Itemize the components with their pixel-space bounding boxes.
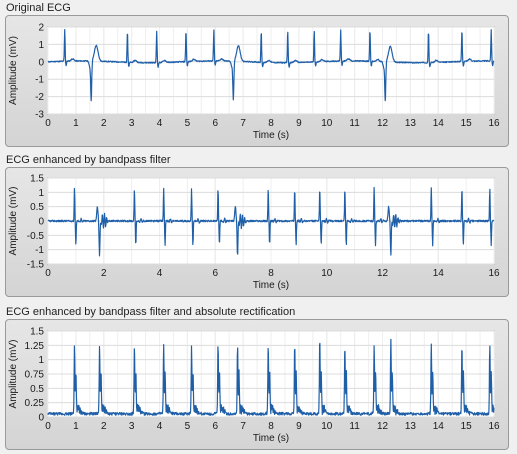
y-tick-label: 1.5 <box>30 327 44 338</box>
ecg-trace <box>47 338 495 416</box>
y-tick-label: 0.5 <box>30 202 44 213</box>
x-tick-label: 6 <box>212 118 218 129</box>
y-axis-label: Amplitude (mV) <box>8 340 19 409</box>
x-tick-label: 16 <box>488 421 500 432</box>
x-tick-label: 2 <box>101 421 107 432</box>
x-tick-label: 1 <box>73 118 79 129</box>
ecg-trace <box>47 29 495 102</box>
x-tick-label: 4 <box>157 118 163 129</box>
x-tick-label: 15 <box>461 421 473 432</box>
y-tick-label: 0.75 <box>25 370 45 381</box>
x-tick-label: 0 <box>45 421 51 432</box>
x-tick-label: 7 <box>240 421 246 432</box>
x-tick-label: 11 <box>349 421 360 432</box>
x-tick-label: 8 <box>268 421 274 432</box>
y-tick-label: 0.5 <box>30 384 44 395</box>
x-tick-label: 14 <box>433 421 445 432</box>
x-tick-label: 6 <box>212 268 218 279</box>
x-axis-label: Time (s) <box>253 280 289 291</box>
y-axis-label: Amplitude (mV) <box>8 36 19 105</box>
y-tick-label: 1 <box>38 355 44 366</box>
x-tick-label: 10 <box>321 421 333 432</box>
y-axis-label: Amplitude (mV) <box>8 187 19 256</box>
panel-title-rectified: ECG enhanced by bandpass filter and abso… <box>6 306 296 318</box>
chart-bandpass-ecg: 0 2 4 6 8 10 12 14 16 1.5 1 0.5 0 -0.5 -1 -1.5 Time (s) A… <box>8 174 500 292</box>
x-tick-label: 8 <box>268 118 274 129</box>
x-axis-label: Time (s) <box>253 130 289 141</box>
x-tick-label: 0 <box>45 268 51 279</box>
x-tick-label: 6 <box>212 421 218 432</box>
y-tick-label: 1.25 <box>25 341 45 352</box>
x-axis-label: Time (s) <box>253 433 289 444</box>
y-tick-label: 2 <box>38 23 44 34</box>
y-tick-label: -1 <box>35 245 44 256</box>
x-tick-label: 1 <box>73 421 79 432</box>
x-tick-label: 5 <box>185 421 191 432</box>
x-tick-label: 3 <box>129 118 135 129</box>
y-tick-label: -1.5 <box>27 260 45 271</box>
chart-panel-original: 0 1 2 3 4 5 6 7 8 9 10 11 12 13 14 15 16 2 1 0 -1 -2 -3 Time (s… <box>5 15 509 147</box>
x-tick-label: 11 <box>349 118 360 129</box>
x-tick-label: 8 <box>268 268 274 279</box>
panel-title-original: Original ECG <box>6 2 71 14</box>
x-tick-label: 15 <box>461 118 473 129</box>
ecg-trace <box>47 186 495 257</box>
y-tick-label: 0 <box>38 57 44 68</box>
y-tick-label: 1.5 <box>30 174 44 185</box>
y-tick-label: 1 <box>38 188 44 199</box>
x-tick-label: 2 <box>101 118 107 129</box>
x-tick-label: 14 <box>433 118 445 129</box>
x-tick-label: 16 <box>488 118 500 129</box>
y-tick-label: -2 <box>35 92 44 103</box>
y-tick-label: -0.5 <box>27 231 45 242</box>
x-tick-label: 4 <box>157 268 163 279</box>
panel-title-bandpass: ECG enhanced by bandpass filter <box>6 154 171 166</box>
x-tick-label: 9 <box>296 421 302 432</box>
x-tick-label: 7 <box>240 118 246 129</box>
chart-panel-bandpass: 0 2 4 6 8 10 12 14 16 1.5 1 0.5 0 -0.5 -1 -1.5 Time (s) A… <box>5 167 509 297</box>
y-tick-label: 0 <box>38 413 44 424</box>
y-tick-label: 0 <box>38 217 44 228</box>
y-tick-label: 1 <box>38 40 44 51</box>
x-tick-label: 12 <box>377 421 389 432</box>
y-tick-label: -3 <box>35 110 44 121</box>
x-tick-label: 5 <box>185 118 191 129</box>
chart-panel-rectified: 0 1 2 3 4 5 6 7 8 9 10 11 12 13 14 15 16 1.5 1.25 1 0.75 0.5 0… <box>5 319 509 450</box>
y-tick-label: -1 <box>35 75 44 86</box>
x-tick-label: 10 <box>321 118 333 129</box>
x-tick-label: 16 <box>488 268 500 279</box>
x-tick-label: 12 <box>377 118 389 129</box>
x-tick-label: 4 <box>157 421 163 432</box>
x-tick-label: 14 <box>433 268 445 279</box>
x-tick-label: 2 <box>101 268 107 279</box>
x-tick-label: 10 <box>321 268 333 279</box>
x-tick-label: 0 <box>45 118 51 129</box>
x-tick-label: 12 <box>377 268 389 279</box>
x-tick-label: 13 <box>405 421 417 432</box>
x-tick-label: 13 <box>405 118 417 129</box>
y-tick-label: 0.25 <box>25 398 45 409</box>
x-tick-label: 3 <box>129 421 135 432</box>
x-tick-label: 9 <box>296 118 302 129</box>
chart-rectified-ecg: 0 1 2 3 4 5 6 7 8 9 10 11 12 13 14 15 161.51.2510.750.50… <box>8 327 500 445</box>
